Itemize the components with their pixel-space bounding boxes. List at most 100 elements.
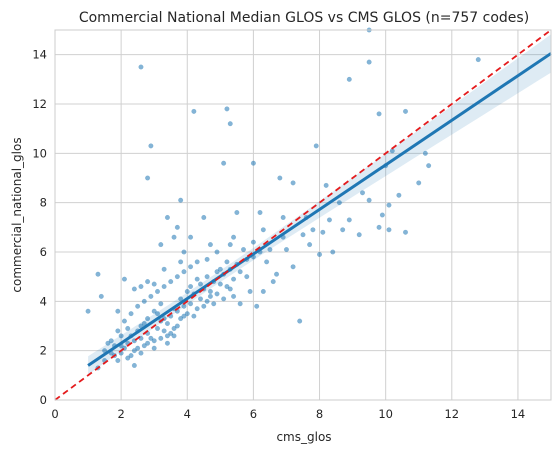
scatter-point	[115, 328, 121, 334]
y-tick-label: 14	[32, 48, 47, 62]
scatter-point	[151, 338, 157, 344]
scatter-point	[135, 303, 141, 309]
scatter-point	[128, 353, 134, 359]
scatter-point	[161, 266, 167, 272]
scatter-point	[171, 325, 177, 331]
scatter-point	[164, 321, 170, 327]
scatter-point	[168, 279, 174, 285]
scatter-point	[191, 108, 197, 114]
chart-title: Commercial National Median GLOS vs CMS G…	[79, 10, 529, 26]
scatter-point	[214, 291, 220, 297]
scatter-point	[323, 182, 329, 188]
scatter-point	[135, 345, 141, 351]
x-axis-label: cms_glos	[276, 430, 331, 444]
scatter-point	[416, 180, 422, 186]
scatter-point	[227, 121, 233, 127]
scatter-point	[326, 217, 332, 223]
scatter-point	[207, 288, 213, 294]
scatter-point	[145, 279, 151, 285]
x-tick-label: 14	[511, 407, 526, 421]
x-tick-label: 8	[316, 407, 323, 421]
scatter-point	[207, 293, 213, 299]
scatter-point	[85, 308, 91, 314]
scatter-point	[184, 288, 190, 294]
scatter-point	[214, 269, 220, 275]
scatter-point	[260, 227, 266, 233]
scatter-point	[178, 296, 184, 302]
y-tick-label: 0	[40, 393, 47, 407]
scatter-point	[336, 200, 342, 206]
scatter-point	[188, 264, 194, 270]
scatter-point	[277, 175, 283, 181]
scatter-point	[138, 284, 144, 290]
plot-frame	[54, 29, 552, 401]
scatter-point	[224, 284, 230, 290]
scatter-point	[184, 311, 190, 317]
x-tick-label: 12	[444, 407, 459, 421]
scatter-point	[131, 348, 137, 354]
scatter-point	[138, 64, 144, 70]
scatter-point	[148, 143, 154, 149]
scatter-point	[346, 76, 352, 82]
scatter-point	[115, 358, 121, 364]
scatter-point	[128, 311, 134, 317]
scatter-point	[131, 362, 137, 368]
scatter-point	[403, 108, 409, 114]
scatter-point	[366, 197, 372, 203]
x-tick-labels: 0 2 4 6 8 10 12 14	[51, 407, 525, 421]
scatter-point	[188, 301, 194, 307]
scatter-point	[254, 303, 260, 309]
scatter-point	[164, 214, 170, 220]
scatter-point	[376, 224, 382, 230]
scatter-point	[105, 340, 111, 346]
plot-border	[54, 29, 552, 401]
scatter-point	[168, 330, 174, 336]
scatter-point	[158, 335, 164, 341]
scatter-point	[161, 284, 167, 290]
scatter-point	[191, 313, 197, 319]
scatter-point	[211, 301, 217, 307]
scatter-point	[174, 224, 180, 230]
scatter-point	[224, 106, 230, 112]
scatter-point	[310, 227, 316, 233]
y-tick-label: 6	[40, 245, 47, 259]
scatter-point	[164, 340, 170, 346]
scatter-point	[108, 338, 114, 344]
scatter-point	[221, 160, 227, 166]
scatter-point	[264, 259, 270, 265]
scatter-point	[207, 242, 213, 248]
scatter-point	[201, 303, 207, 309]
scatter-point	[178, 259, 184, 265]
y-tick-label: 12	[32, 97, 47, 111]
scatter-point	[197, 281, 203, 287]
scatter-point	[290, 264, 296, 270]
scatter-point	[188, 234, 194, 240]
x-tick-label: 2	[117, 407, 124, 421]
y-tick-label: 10	[32, 146, 47, 160]
scatter-point	[161, 328, 167, 334]
x-tick-label: 6	[250, 407, 257, 421]
scatter-point	[121, 318, 127, 324]
scatter-point	[300, 232, 306, 238]
x-tick-label: 0	[51, 407, 58, 421]
scatter-point	[158, 301, 164, 307]
scatter-point	[95, 271, 101, 277]
scatter-point	[366, 59, 372, 65]
scatter-point	[247, 288, 253, 294]
scatter-point	[171, 333, 177, 339]
scatter-point	[158, 242, 164, 248]
scatter-point	[155, 325, 161, 331]
scatter-point	[214, 249, 220, 255]
scatter-point	[145, 175, 151, 181]
identity-line	[54, 29, 552, 401]
scatter-point	[98, 293, 104, 299]
scatter-point	[115, 308, 121, 314]
x-tick-label: 4	[184, 407, 191, 421]
scatter-point	[188, 284, 194, 290]
scatter-point	[231, 276, 237, 282]
scatter-point	[118, 333, 124, 339]
scatter-point	[396, 192, 402, 198]
scatter-point	[283, 247, 289, 253]
